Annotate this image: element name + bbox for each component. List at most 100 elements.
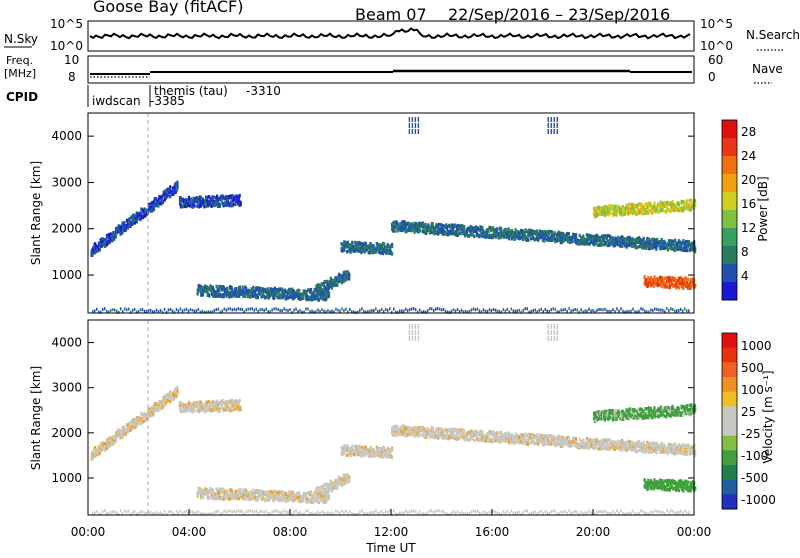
heatmap-cell bbox=[557, 129, 558, 134]
heatmap-cell bbox=[575, 437, 577, 441]
heatmap-cell bbox=[514, 441, 516, 445]
heatmap-cell bbox=[414, 229, 416, 233]
heatmap-cell bbox=[371, 309, 373, 312]
heatmap-cell bbox=[493, 308, 495, 311]
colorbar-tick-label: 12 bbox=[741, 221, 756, 235]
heatmap-cell bbox=[343, 452, 345, 456]
heatmap-cell bbox=[168, 308, 170, 311]
heatmap-cell bbox=[548, 117, 549, 122]
heatmap-cell bbox=[240, 405, 242, 409]
heatmap-cell bbox=[399, 309, 401, 312]
heatmap-cell bbox=[373, 309, 375, 312]
nsearch-label: N.Search bbox=[746, 28, 800, 42]
heatmap-cell bbox=[218, 289, 220, 293]
heatmap-cell bbox=[515, 231, 517, 235]
heatmap-cell bbox=[662, 309, 664, 312]
heatmap-cell bbox=[560, 309, 562, 312]
heatmap-cell bbox=[515, 435, 517, 439]
heatmap-cell bbox=[328, 497, 330, 501]
heatmap-cell bbox=[265, 308, 267, 311]
heatmap-cell bbox=[483, 308, 485, 311]
heatmap-cell bbox=[359, 309, 361, 312]
heatmap-cell bbox=[226, 309, 228, 312]
ytick-label: 3000 bbox=[51, 175, 82, 189]
heatmap-cell bbox=[239, 286, 241, 290]
heatmap-cell bbox=[153, 207, 155, 211]
heatmap-cell bbox=[110, 309, 112, 312]
heatmap-cell bbox=[351, 445, 353, 449]
heatmap-cell bbox=[240, 308, 242, 311]
heatmap-cell bbox=[618, 310, 620, 313]
heatmap-cell bbox=[123, 221, 125, 225]
colorbar-tick-label: 20 bbox=[741, 173, 756, 187]
heatmap-cell bbox=[429, 307, 431, 310]
heatmap-cell bbox=[287, 309, 289, 312]
heatmap-cell bbox=[473, 439, 475, 443]
heatmap-cell bbox=[257, 498, 259, 502]
heatmap-cell bbox=[389, 307, 391, 310]
heatmap-cell bbox=[432, 426, 434, 430]
heatmap-cell bbox=[394, 229, 396, 233]
heatmap-cell bbox=[145, 413, 147, 417]
heatmap-cell bbox=[644, 310, 646, 313]
heatmap-cell bbox=[184, 309, 186, 312]
heatmap-cell bbox=[106, 310, 108, 313]
heatmap-cell bbox=[196, 309, 198, 312]
heatmap-cell bbox=[527, 307, 529, 310]
heatmap-cell bbox=[557, 117, 558, 122]
heatmap-cell bbox=[620, 307, 622, 310]
colorbar-segment bbox=[722, 264, 737, 283]
heatmap-cell bbox=[169, 195, 171, 199]
heatmap-cell bbox=[602, 308, 604, 311]
ytick-label: 2000 bbox=[51, 222, 82, 236]
heatmap-cell bbox=[208, 293, 210, 297]
heatmap-cell bbox=[495, 309, 497, 312]
heatmap-cell bbox=[588, 308, 590, 311]
heatmap-cell bbox=[391, 245, 393, 249]
heatmap-cell bbox=[582, 438, 584, 442]
colorbar-tick-label: 4 bbox=[741, 269, 749, 283]
heatmap-cell bbox=[321, 308, 323, 311]
colorbar-segment bbox=[722, 120, 737, 139]
heatmap-cell bbox=[656, 308, 658, 311]
heatmap-cell bbox=[156, 309, 158, 312]
heatmap-cell bbox=[608, 310, 610, 313]
heatmap-cell bbox=[252, 307, 254, 310]
heatmap-cell bbox=[409, 129, 410, 134]
heatmap-cell bbox=[616, 307, 618, 310]
heatmap-cell bbox=[176, 184, 178, 188]
heatmap-cell bbox=[401, 310, 403, 313]
heatmap-cell bbox=[218, 492, 220, 496]
heatmap-cell bbox=[345, 308, 347, 311]
heatmap-cell bbox=[331, 310, 333, 313]
ytick-label: 4000 bbox=[51, 129, 82, 143]
heatmap-cell bbox=[551, 123, 552, 128]
heatmap-cell bbox=[285, 309, 287, 312]
cpid-entry-2-id: -3310 bbox=[246, 84, 281, 98]
heatmap-cell bbox=[102, 308, 104, 311]
heatmap-cell bbox=[228, 308, 230, 311]
heatmap-cell bbox=[114, 309, 116, 312]
heatmap-cell bbox=[136, 220, 138, 224]
heatmap-cell bbox=[120, 307, 122, 310]
heatmap-cell bbox=[323, 310, 325, 313]
heatmap-cell bbox=[660, 309, 662, 312]
nave-tick-top: 60 bbox=[708, 53, 723, 67]
heatmap-cell bbox=[453, 308, 455, 311]
heatmap-cell bbox=[555, 308, 557, 311]
heatmap-cell bbox=[239, 194, 241, 198]
heatmap-cell bbox=[432, 222, 434, 226]
heatmap-cell bbox=[246, 308, 248, 311]
heatmap-cell bbox=[140, 308, 142, 311]
heatmap-cell bbox=[219, 204, 221, 208]
heatmap-cell bbox=[539, 309, 541, 312]
heatmap-cell bbox=[672, 308, 674, 311]
heatmap-cell bbox=[363, 310, 365, 313]
heatmap-cell bbox=[273, 307, 275, 310]
heatmap-cell bbox=[418, 129, 419, 134]
heatmap-cell bbox=[322, 491, 324, 495]
heatmap-cell bbox=[598, 308, 600, 311]
heatmap-cell bbox=[302, 297, 304, 301]
heatmap-cell bbox=[302, 499, 304, 503]
heatmap-cell bbox=[120, 430, 122, 434]
